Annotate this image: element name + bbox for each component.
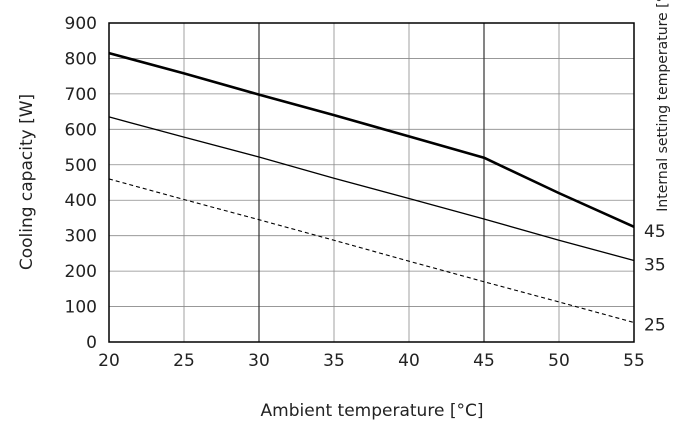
x-tick-label: 35 bbox=[323, 351, 345, 371]
y-axis-title: Cooling capacity [W] bbox=[17, 94, 37, 270]
series-end-label-45: 45 bbox=[644, 222, 666, 242]
x-tick-label: 45 bbox=[473, 351, 495, 371]
y-tick-label: 400 bbox=[65, 191, 97, 211]
grid-lines bbox=[109, 23, 634, 342]
x-tick-labels: 20 25 30 35 40 45 50 55 bbox=[98, 351, 645, 371]
plot-frame bbox=[108, 22, 635, 343]
y-tick-label: 800 bbox=[65, 49, 97, 69]
x-tick-label: 20 bbox=[98, 351, 120, 371]
y-tick-label: 100 bbox=[65, 298, 97, 318]
series-line-35 bbox=[108, 116, 635, 262]
y-tick-label: 300 bbox=[65, 227, 97, 247]
series-end-label-25: 25 bbox=[644, 316, 666, 336]
y-tick-label: 0 bbox=[86, 333, 97, 353]
right-axis-title: Internal setting temperature [°C] bbox=[655, 0, 671, 212]
series-end-labels: 45 35 25 bbox=[644, 222, 666, 336]
x-axis-title: Ambient temperature [°C] bbox=[261, 401, 484, 421]
y-tick-label: 700 bbox=[65, 85, 97, 105]
x-tick-label: 50 bbox=[548, 351, 570, 371]
x-tick-label: 55 bbox=[623, 351, 645, 371]
series-line-45 bbox=[108, 51, 635, 228]
y-tick-labels: 0 100 200 300 400 500 600 700 800 900 bbox=[65, 14, 97, 353]
series-end-label-35: 35 bbox=[644, 255, 666, 275]
y-tick-label: 500 bbox=[65, 156, 97, 176]
x-tick-label: 40 bbox=[398, 351, 420, 371]
y-tick-label: 900 bbox=[65, 14, 97, 34]
x-tick-label: 30 bbox=[248, 351, 270, 371]
series-lines bbox=[108, 51, 635, 324]
y-tick-label: 200 bbox=[65, 262, 97, 282]
y-tick-label: 600 bbox=[65, 120, 97, 140]
x-tick-label: 25 bbox=[173, 351, 195, 371]
